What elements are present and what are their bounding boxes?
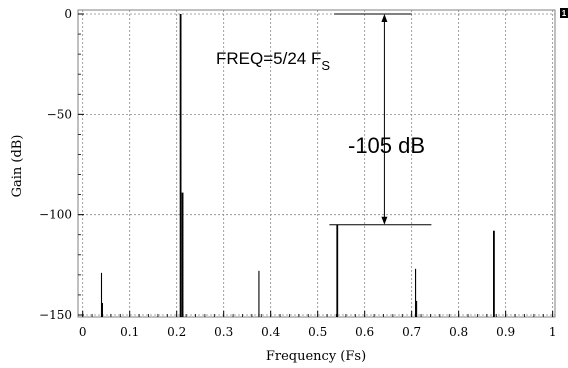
y-tick-label: −100 bbox=[39, 208, 72, 222]
corner-badge: 1 bbox=[562, 9, 567, 18]
grid-lines bbox=[78, 10, 555, 317]
x-axis-title: Frequency (Fs) bbox=[266, 349, 366, 364]
x-tick-label: 0.8 bbox=[449, 325, 468, 339]
x-tick-label: 0.3 bbox=[214, 325, 233, 339]
freq-annotation-label: FREQ=5/24 FS bbox=[216, 49, 330, 73]
x-tick-label: 0.6 bbox=[355, 325, 374, 339]
spectrum-series bbox=[100, 14, 495, 317]
y-tick-label: 0 bbox=[64, 7, 72, 21]
corner-badge-box bbox=[560, 8, 568, 18]
range-arrow-head-up bbox=[381, 14, 388, 23]
x-tick-label: 0.4 bbox=[261, 325, 280, 339]
y-tick-label: −150 bbox=[39, 308, 72, 322]
y-tick-label: −50 bbox=[47, 107, 72, 121]
x-tick-label: 0.5 bbox=[308, 325, 327, 339]
dynamic-range-annotation bbox=[329, 13, 432, 226]
db-annotation-label: -105 dB bbox=[348, 133, 425, 158]
y-axis-title: Gain (dB) bbox=[10, 135, 25, 198]
x-tick-label: 0.1 bbox=[120, 325, 139, 339]
freq-annotation-subscript: S bbox=[321, 58, 330, 73]
range-arrow-head-down bbox=[381, 216, 388, 225]
plot-area bbox=[77, 9, 556, 318]
x-tick-label: 1 bbox=[549, 325, 557, 339]
axis-ticks: 0 0.1 0.2 0.3 0.4 0.5 0.6 0.7 0.8 0.9 1 0 −50 −100 −15… bbox=[39, 7, 556, 339]
x-tick-label: 0.9 bbox=[496, 325, 515, 339]
freq-annotation-text: FREQ=5/24 F bbox=[216, 49, 321, 68]
x-tick-label: 0.2 bbox=[167, 325, 186, 339]
x-tick-label: 0 bbox=[79, 325, 87, 339]
x-tick-label: 0.7 bbox=[402, 325, 421, 339]
